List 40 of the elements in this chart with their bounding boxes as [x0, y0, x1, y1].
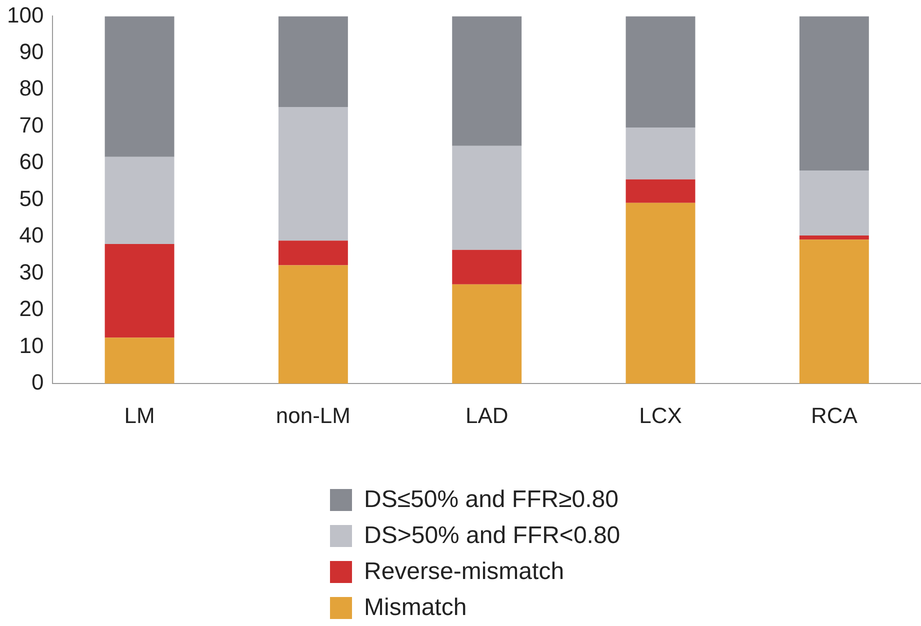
bar: [104, 338, 174, 384]
bar: [278, 106, 348, 241]
y-tick-label: 90: [19, 39, 44, 64]
x-tick-label: LM: [124, 402, 155, 428]
y-tick-label: 50: [19, 186, 44, 211]
x-tick-label: LCX: [639, 402, 682, 428]
y-tick-label: 0: [31, 370, 44, 395]
bar: [452, 146, 522, 250]
legend-label: Reverse-mismatch: [364, 558, 564, 586]
y-tick-label: 20: [19, 296, 44, 322]
y-tick-label: 60: [19, 149, 44, 174]
bar: [278, 16, 348, 107]
x-tick-label: non-LM: [276, 402, 350, 428]
y-tick-label: 30: [19, 259, 44, 284]
x-tick-label: LAD: [465, 402, 508, 428]
bar: [799, 236, 869, 240]
bar: [452, 250, 522, 284]
bar: [626, 16, 696, 128]
y-tick-label: 100: [6, 2, 44, 28]
bar: [278, 265, 348, 384]
bar: [626, 179, 696, 203]
bar: [799, 16, 869, 171]
legend-label: Mismatch: [364, 594, 467, 622]
legend-label: DS≤50% and FFR≥0.80: [364, 486, 618, 514]
legend-label: DS>50% and FFR<0.80: [364, 522, 620, 550]
bar: [799, 240, 869, 384]
bar: [626, 128, 696, 180]
bar: [799, 170, 869, 236]
y-tick-label: 70: [19, 112, 44, 138]
y-tick-label: 80: [19, 76, 44, 101]
x-tick-label: RCA: [810, 402, 858, 428]
bar: [626, 202, 696, 384]
bar: [452, 284, 522, 384]
bar: [452, 16, 522, 146]
bar: [278, 240, 348, 266]
y-tick-label: 40: [19, 222, 44, 248]
y-tick-label: 10: [19, 332, 44, 358]
bar: [104, 156, 174, 244]
bar: [104, 16, 174, 157]
bar: [104, 244, 174, 338]
